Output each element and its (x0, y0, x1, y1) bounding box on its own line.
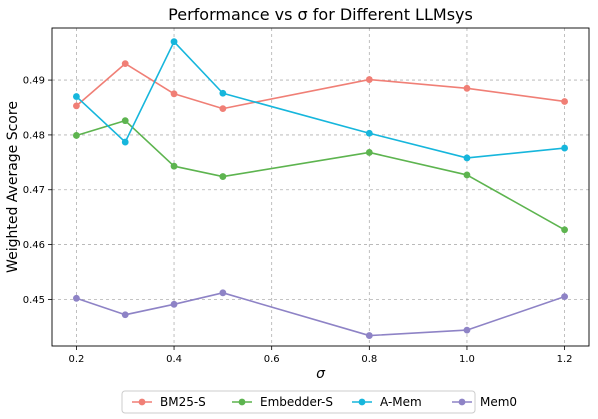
data-point (170, 38, 178, 46)
data-point (121, 117, 129, 125)
data-point (561, 144, 568, 152)
data-point (121, 311, 129, 319)
legend-marker (358, 398, 366, 406)
data-point (219, 289, 227, 297)
legend-item: Embedder-S (232, 395, 333, 409)
data-point (463, 154, 471, 162)
legend-label: BM25-S (160, 395, 206, 409)
y-tick-label: 0.46 (23, 240, 45, 251)
legend-label: A-Mem (380, 395, 422, 409)
data-point (463, 326, 471, 334)
data-point (365, 76, 373, 83)
legend-label: Embedder-S (260, 395, 333, 409)
data-point (463, 84, 471, 92)
grid-lines (52, 28, 589, 346)
data-point (561, 98, 568, 105)
series-line (76, 119, 565, 231)
x-axis-title: σ (316, 366, 326, 382)
data-point (170, 162, 178, 170)
legend-marker (458, 398, 466, 406)
series-a-mem (73, 38, 568, 162)
data-point (73, 102, 80, 110)
data-point (121, 138, 129, 146)
plot-area-frame (51, 27, 590, 347)
series-line (75, 40, 565, 159)
legend-label: Mem0 (480, 395, 517, 409)
legend-item: A-Mem (352, 395, 422, 409)
data-point (170, 90, 178, 98)
data-point (219, 173, 227, 180)
x-tick-label: 0.8 (361, 354, 377, 365)
data-point (219, 105, 227, 112)
data-point (170, 300, 178, 308)
legend-marker (238, 398, 246, 406)
x-tick-label: 1.0 (459, 354, 475, 365)
legend-item: BM25-S (132, 395, 206, 409)
legend-item: Mem0 (452, 395, 517, 409)
chart-title: Performance vs σ for Different LLMsys (168, 5, 473, 24)
legend-frame (121, 390, 476, 414)
data-point (219, 89, 227, 97)
y-tick-label: 0.48 (23, 130, 45, 141)
x-tick-label: 0.6 (264, 354, 280, 365)
data-point (561, 293, 568, 301)
data-point (73, 132, 80, 139)
x-tick-label: 0.2 (68, 354, 84, 365)
data-point (463, 171, 471, 179)
y-axis-title: Weighted Average Score (5, 101, 21, 273)
data-point (365, 332, 373, 339)
series-bm25-s (73, 60, 568, 112)
y-tick-label: 0.49 (23, 76, 45, 87)
y-tick-label: 0.47 (23, 185, 45, 196)
data-point (365, 129, 373, 137)
series-embedder-s (73, 117, 568, 234)
axis-ticks: 0.2 0.4 0.6 0.8 1.0 1.2 0.45 0.46 0.47 0.48 0.49 (23, 76, 573, 365)
series-mem0 (73, 289, 568, 339)
legend-marker (138, 398, 146, 406)
y-tick-label: 0.45 (23, 295, 45, 306)
legend: BM25-S Embedder-S A-Mem Mem0 (121, 390, 517, 414)
data-point (121, 60, 129, 68)
data-point (73, 93, 80, 100)
data-point (561, 226, 568, 234)
x-tick-label: 0.4 (166, 354, 182, 365)
x-tick-label: 1.2 (557, 354, 573, 365)
series-line (75, 62, 565, 110)
data-point (73, 294, 80, 302)
series-lines (73, 38, 568, 339)
data-point (365, 149, 373, 156)
